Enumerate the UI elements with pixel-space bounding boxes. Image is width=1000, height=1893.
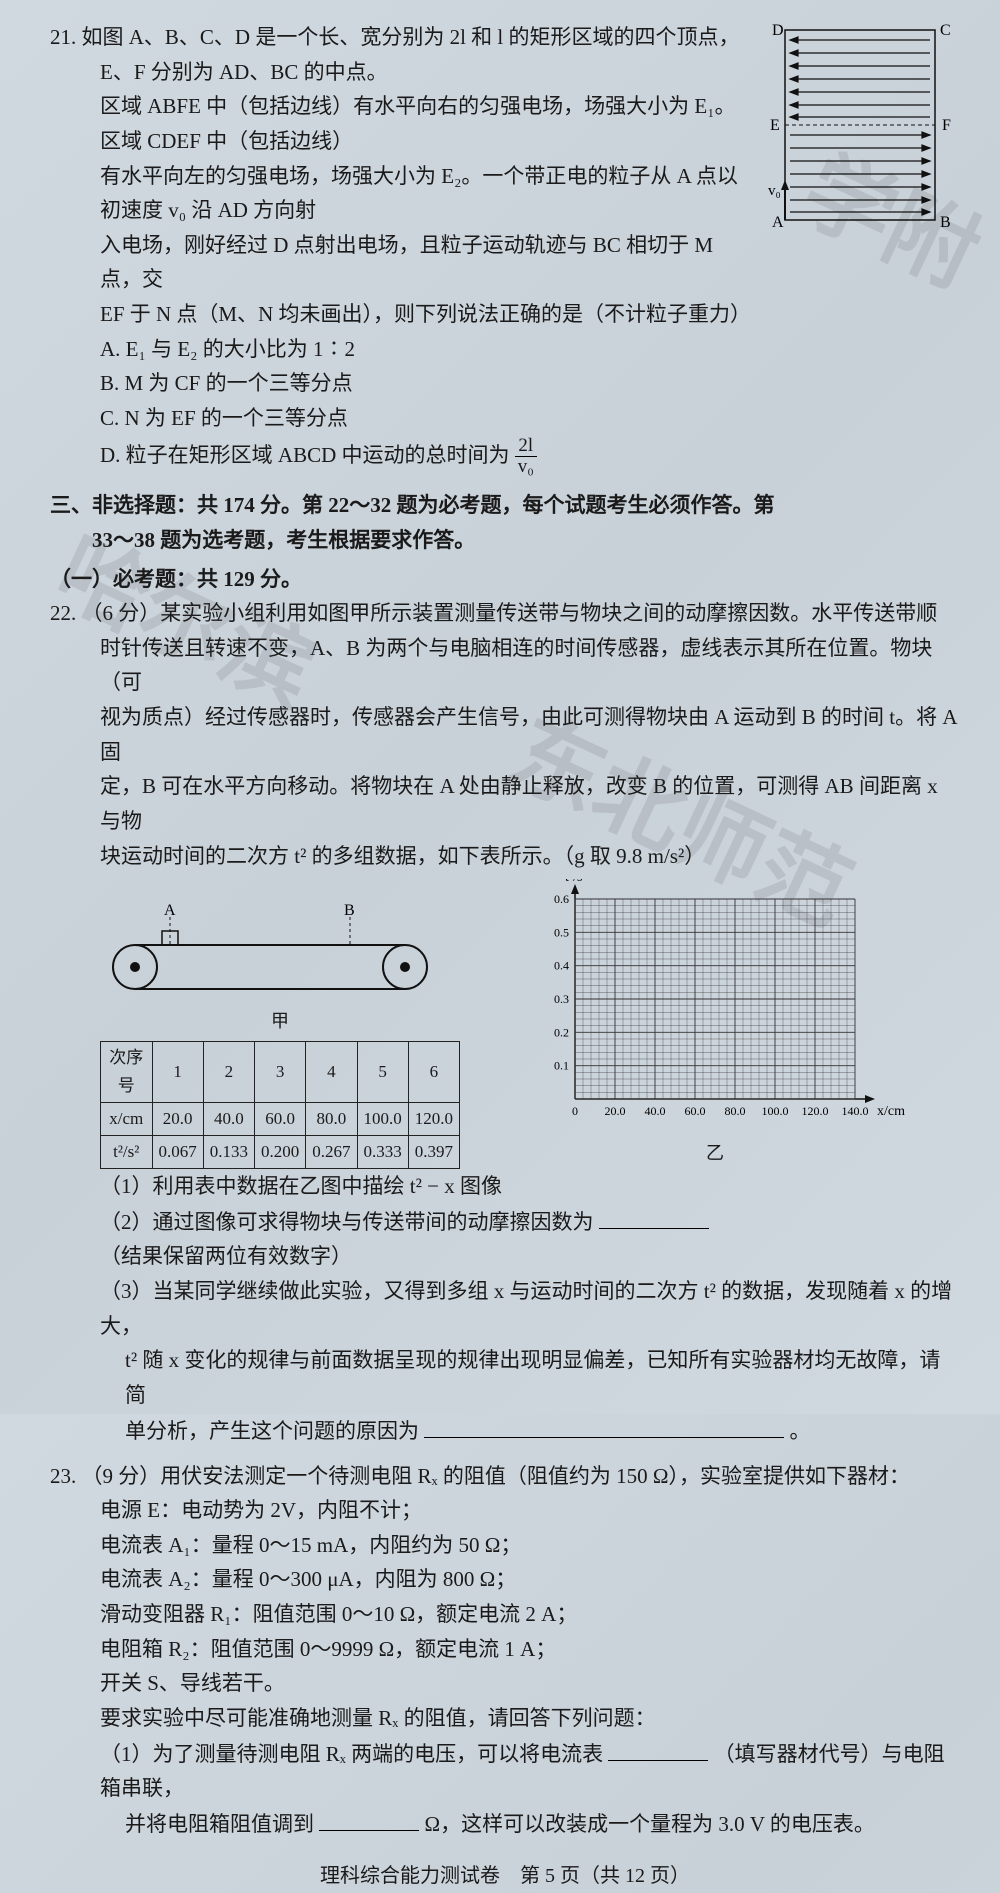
q21-line: 如图 A、B、C、D 是一个长、宽分别为 2l 和 l 的矩形区域的四个顶点，E… [82, 25, 740, 84]
svg-text:C: C [940, 22, 951, 39]
q23-p1c-text: Ω，这样可以改装成一个量程为 3.0 V 的电压表。 [425, 1812, 875, 1836]
q22-part3-text: 。 [790, 1419, 811, 1443]
svg-text:20.0: 20.0 [605, 1104, 626, 1118]
conveyor-caption: 甲 [100, 1007, 460, 1037]
q22-part3-text: 单分析，产生这个问题的原因为 [125, 1419, 419, 1443]
q22-part2-text: （2）通过图像可求得物块与传送带间的动摩擦因数为 [100, 1210, 594, 1234]
svg-text:0.2: 0.2 [554, 1026, 569, 1040]
q22-part2-text: （结果保留两位有效数字） [100, 1244, 352, 1268]
section3-title: 三、非选择题：共 174 分。第 22～32 题为必考题，每个试题考生必须作答。… [50, 488, 960, 557]
svg-text:120.0: 120.0 [802, 1104, 829, 1118]
svg-text:100.0: 100.0 [762, 1104, 789, 1118]
graph-caption: 乙 [706, 1139, 724, 1169]
page-footer: 理科综合能力测试卷 第 5 页（共 12 页） [50, 1860, 960, 1893]
svg-text:B: B [344, 902, 355, 919]
q21-line: 有水平向左的匀强电场，场强大小为 E₂。一个带正电的粒子从 A 点以初速度 v₀… [50, 159, 750, 228]
frac-num: 2l [515, 436, 537, 458]
q23-item: 电流表 A₂：量程 0～300 μA，内阻为 800 Ω； [50, 1562, 960, 1597]
q21-optD: D. 粒子在矩形区域 ABCD 中运动的总时间为 2l v₀ [50, 436, 750, 479]
q21-optA: A. E₁ 与 E₂ 的大小比为 1∶2 [50, 332, 750, 367]
q22-line: 定，B 可在水平方向移动。将物块在 A 处由静止释放，改变 B 的位置，可测得 … [50, 769, 960, 838]
svg-text:A: A [164, 902, 176, 919]
svg-text:E: E [770, 117, 780, 134]
q23-num: 23. [50, 1464, 76, 1488]
q22-part3: 单分析，产生这个问题的原因为 。 [50, 1413, 960, 1449]
fraction: 2l v₀ [515, 436, 537, 479]
q23-item: 电源 E：电动势为 2V，内阻不计； [50, 1493, 960, 1528]
svg-text:0.6: 0.6 [554, 892, 569, 906]
q21-line: 入电场，刚好经过 D 点射出电场，且粒子运动轨迹与 BC 相切于 M 点，交 [50, 228, 750, 297]
q22-part3: （3）当某同学继续做此实验，又得到多组 x 与运动时间的二次方 t² 的数据，发… [50, 1274, 960, 1343]
q22-line: 视为质点）经过传感器时，传感器会产生信号，由此可测得物块由 A 运动到 B 的时… [50, 700, 960, 769]
svg-text:D: D [772, 22, 784, 39]
q22-line: 块运动时间的二次方 t² 的多组数据，如下表所示。（g 取 9.8 m/s²） [50, 839, 960, 874]
svg-text:60.0: 60.0 [685, 1104, 706, 1118]
q23-line: （9 分）用伏安法测定一个待测电阻 Rₓ 的阻值（阻值约为 150 Ω），实验室… [82, 1464, 910, 1488]
q22-num: 22. [50, 601, 76, 625]
svg-text:0.3: 0.3 [554, 992, 569, 1006]
q21-num: 21. [50, 25, 76, 49]
frac-den: v₀ [515, 457, 537, 478]
q23-item: 电流表 A₁：量程 0～15 mA，内阻约为 50 Ω； [50, 1528, 960, 1563]
section3-line: 三、非选择题：共 174 分。第 22～32 题为必考题，每个试题考生必须作答。… [50, 488, 960, 523]
svg-text:140.0: 140.0 [842, 1104, 869, 1118]
svg-text:0.5: 0.5 [554, 926, 569, 940]
q22-line: 时针传送且转速不变，A、B 为两个与电脑相连的时间传感器，虚线表示其所在位置。物… [50, 631, 960, 700]
q23-item: 电阻箱 R₂：阻值范围 0～9999 Ω，额定电流 1 A； [50, 1632, 960, 1667]
svg-text:0.4: 0.4 [554, 959, 569, 973]
section3-line: 33～38 题为选考题，考生根据要求作答。 [50, 523, 960, 558]
q21-line: 区域 ABFE 中（包括边线）有水平向右的匀强电场，场强大小为 E₁。区域 CD… [50, 89, 750, 158]
q23-item: 开关 S、导线若干。 [50, 1666, 960, 1701]
question-22: 22. （6 分）某实验小组利用如图甲所示装置测量传送带与物块之间的动摩擦因数。… [50, 596, 960, 1448]
q23-part1: （1）为了测量待测电阻 Rₓ 两端的电压，可以将电流表 （填写器材代号）与电阻箱… [50, 1736, 960, 1806]
svg-text:80.0: 80.0 [725, 1104, 746, 1118]
q21-optB: B. M 为 CF 的一个三等分点 [50, 366, 750, 401]
question-21: 21. 如图 A、B、C、D 是一个长、宽分别为 2l 和 l 的矩形区域的四个… [50, 20, 960, 478]
q21-line: EF 于 N 点（M、N 均未画出），则下列说法正确的是（不计粒子重力） [50, 297, 750, 332]
q22-part1: （1）利用表中数据在乙图中描绘 t² − x 图像 [50, 1169, 960, 1204]
svg-text:A: A [772, 214, 784, 231]
blank-field[interactable] [608, 1736, 708, 1761]
svg-text:0.1: 0.1 [554, 1059, 569, 1073]
q23-p1c-text: 并将电阻箱阻值调到 [125, 1812, 314, 1836]
q21-optC: C. N 为 EF 的一个三等分点 [50, 401, 750, 436]
svg-text:40.0: 40.0 [645, 1104, 666, 1118]
q23-part1c: 并将电阻箱阻值调到 Ω，这样可以改装成一个量程为 3.0 V 的电压表。 [50, 1806, 960, 1842]
svg-text:t²/s²: t²/s² [565, 879, 587, 885]
q23-item: 滑动变阻器 R₁：阻值范围 0～10 Ω，额定电流 2 A； [50, 1597, 960, 1632]
q22-graph: 20.0 40.0 60.0 80.0 100.0 120.0 140.0 0 0.1 0.2 0.… [525, 879, 905, 1139]
svg-text:F: F [942, 117, 951, 134]
svg-text:0: 0 [572, 1104, 578, 1118]
q22-table: 次序号123456x/cm20.040.060.080.0100.0120.0t… [100, 1041, 460, 1169]
q22-part3: t² 随 x 变化的规律与前面数据呈现的规律出现明显偏差，已知所有实验器材均无故… [50, 1343, 960, 1412]
svg-text:v₀: v₀ [768, 183, 781, 199]
blank-field[interactable] [424, 1413, 784, 1438]
q21-optD-text: D. 粒子在矩形区域 ABCD 中运动的总时间为 [100, 443, 510, 467]
q22-part2: （2）通过图像可求得物块与传送带间的动摩擦因数为 （结果保留两位有效数字） [50, 1204, 960, 1274]
svg-text:x/cm: x/cm [877, 1104, 905, 1119]
question-23: 23. （9 分）用伏安法测定一个待测电阻 Rₓ 的阻值（阻值约为 150 Ω）… [50, 1459, 960, 1842]
q22-line: （6 分）某实验小组利用如图甲所示装置测量传送带与物块之间的动摩擦因数。水平传送… [82, 601, 938, 625]
q23-ask: 要求实验中尽可能准确地测量 Rₓ 的阻值，请回答下列问题： [50, 1701, 960, 1736]
section3-sub: （一）必考题：共 129 分。 [50, 562, 960, 597]
blank-field[interactable] [599, 1204, 709, 1229]
blank-field[interactable] [319, 1806, 419, 1831]
q21-diagram: v₀ A B C D E F [760, 20, 960, 240]
svg-text:B: B [940, 214, 951, 231]
q23-p1-text: （1）为了测量待测电阻 Rₓ 两端的电压，可以将电流表 [100, 1742, 603, 1766]
conveyor-diagram: A B [100, 897, 440, 1007]
